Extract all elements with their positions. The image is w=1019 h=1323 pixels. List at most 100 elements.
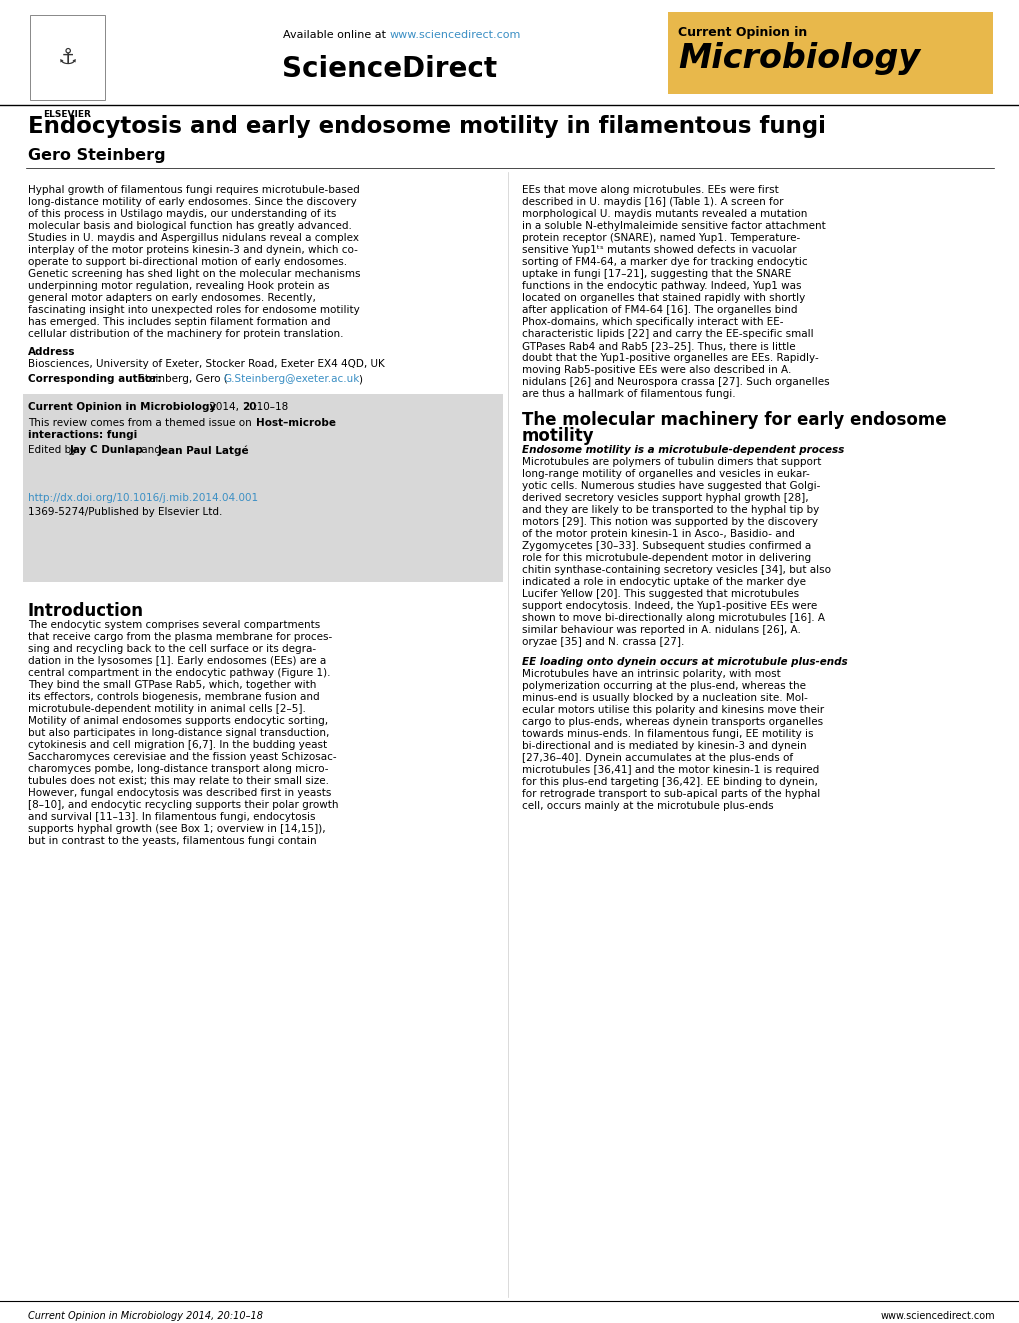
Text: ScienceDirect: ScienceDirect — [282, 56, 497, 83]
Text: similar behaviour was reported in A. nidulans [26], A.: similar behaviour was reported in A. nid… — [522, 624, 800, 635]
Text: [8–10], and endocytic recycling supports their polar growth: [8–10], and endocytic recycling supports… — [28, 800, 338, 810]
Text: ⚓: ⚓ — [57, 48, 77, 67]
Text: G.Steinberg@exeter.ac.uk: G.Steinberg@exeter.ac.uk — [223, 374, 359, 384]
Text: supports hyphal growth (see Box 1; overview in [14,15]),: supports hyphal growth (see Box 1; overv… — [28, 824, 325, 833]
Text: GTPases Rab4 and Rab5 [23–25]. Thus, there is little: GTPases Rab4 and Rab5 [23–25]. Thus, the… — [522, 341, 795, 351]
Text: ecular motors utilise this polarity and kinesins move their: ecular motors utilise this polarity and … — [522, 705, 823, 714]
Text: Phox-domains, which specifically interact with EE-: Phox-domains, which specifically interac… — [522, 318, 783, 327]
Text: Current Opinion in: Current Opinion in — [678, 26, 806, 38]
Text: Motility of animal endosomes supports endocytic sorting,: Motility of animal endosomes supports en… — [28, 716, 328, 726]
Text: This review comes from a themed issue on: This review comes from a themed issue on — [28, 418, 255, 429]
Text: Endocytosis and early endosome motility in filamentous fungi: Endocytosis and early endosome motility … — [28, 115, 825, 138]
Text: but also participates in long-distance signal transduction,: but also participates in long-distance s… — [28, 728, 329, 738]
Text: Hyphal growth of filamentous fungi requires microtubule-based: Hyphal growth of filamentous fungi requi… — [28, 185, 360, 194]
Text: Gero Steinberg: Gero Steinberg — [28, 148, 165, 163]
Text: :10–18: :10–18 — [254, 402, 289, 411]
Text: 2014,: 2014, — [206, 402, 243, 411]
Text: Zygomycetes [30–33]. Subsequent studies confirmed a: Zygomycetes [30–33]. Subsequent studies … — [522, 541, 810, 550]
Text: doubt that the Yup1-positive organelles are EEs. Rapidly-: doubt that the Yup1-positive organelles … — [522, 353, 818, 363]
Text: role for this microtubule-dependent motor in delivering: role for this microtubule-dependent moto… — [522, 553, 810, 564]
Text: and: and — [138, 445, 164, 455]
Text: yotic cells. Numerous studies have suggested that Golgi-: yotic cells. Numerous studies have sugge… — [522, 482, 819, 491]
Text: The molecular machinery for early endosome: The molecular machinery for early endoso… — [522, 411, 946, 429]
Text: Current Opinion in Microbiology: Current Opinion in Microbiology — [28, 402, 216, 411]
Text: www.sciencedirect.com: www.sciencedirect.com — [879, 1311, 994, 1320]
Text: and survival [11–13]. In filamentous fungi, endocytosis: and survival [11–13]. In filamentous fun… — [28, 812, 315, 822]
Text: Jean Paul Latgé: Jean Paul Latgé — [158, 445, 250, 455]
Text: EEs that move along microtubules. EEs were first: EEs that move along microtubules. EEs we… — [522, 185, 777, 194]
Text: of this process in Ustilago maydis, our understanding of its: of this process in Ustilago maydis, our … — [28, 209, 336, 220]
Text: its effectors, controls biogenesis, membrane fusion and: its effectors, controls biogenesis, memb… — [28, 692, 319, 703]
Text: general motor adapters on early endosomes. Recently,: general motor adapters on early endosome… — [28, 292, 316, 303]
Text: sing and recycling back to the cell surface or its degra-: sing and recycling back to the cell surf… — [28, 644, 316, 654]
Text: [27,36–40]. Dynein accumulates at the plus-ends of: [27,36–40]. Dynein accumulates at the pl… — [522, 753, 793, 763]
Text: interactions: fungi: interactions: fungi — [28, 430, 138, 441]
Text: are thus a hallmark of filamentous fungi.: are thus a hallmark of filamentous fungi… — [522, 389, 735, 400]
Text: polymerization occurring at the plus-end, whereas the: polymerization occurring at the plus-end… — [522, 681, 805, 691]
Text: for this plus-end targeting [36,42]. EE binding to dynein,: for this plus-end targeting [36,42]. EE … — [522, 777, 817, 787]
Text: Lucifer Yellow [20]. This suggested that microtubules: Lucifer Yellow [20]. This suggested that… — [522, 589, 798, 599]
Text: ): ) — [358, 374, 362, 384]
Text: derived secretory vesicles support hyphal growth [28],: derived secretory vesicles support hypha… — [522, 493, 808, 503]
Text: Biosciences, University of Exeter, Stocker Road, Exeter EX4 4QD, UK: Biosciences, University of Exeter, Stock… — [28, 359, 384, 369]
Text: microtubules [36,41] and the motor kinesin-1 is required: microtubules [36,41] and the motor kines… — [522, 765, 818, 775]
Text: but in contrast to the yeasts, filamentous fungi contain: but in contrast to the yeasts, filamento… — [28, 836, 316, 845]
Text: sensitive Yup1ᵗˢ mutants showed defects in vacuolar: sensitive Yup1ᵗˢ mutants showed defects … — [522, 245, 796, 255]
Text: minus-end is usually blocked by a nucleation site. Mol-: minus-end is usually blocked by a nuclea… — [522, 693, 807, 703]
Text: that receive cargo from the plasma membrane for proces-: that receive cargo from the plasma membr… — [28, 632, 332, 642]
Text: Microtubules have an intrinsic polarity, with most: Microtubules have an intrinsic polarity,… — [522, 669, 780, 679]
Text: Endosome motility is a microtubule-dependent process: Endosome motility is a microtubule-depen… — [522, 445, 844, 455]
Text: oryzae [35] and N. crassa [27].: oryzae [35] and N. crassa [27]. — [522, 636, 684, 647]
Text: Jay C Dunlap: Jay C Dunlap — [70, 445, 144, 455]
Text: Edited by: Edited by — [28, 445, 81, 455]
Text: functions in the endocytic pathway. Indeed, Yup1 was: functions in the endocytic pathway. Inde… — [522, 280, 801, 291]
Text: protein receptor (SNARE), named Yup1. Temperature-: protein receptor (SNARE), named Yup1. Te… — [522, 233, 800, 243]
FancyBboxPatch shape — [667, 12, 993, 94]
Text: motors [29]. This notion was supported by the discovery: motors [29]. This notion was supported b… — [522, 517, 817, 527]
Text: Studies in U. maydis and Aspergillus nidulans reveal a complex: Studies in U. maydis and Aspergillus nid… — [28, 233, 359, 243]
Text: bi-directional and is mediated by kinesin-3 and dynein: bi-directional and is mediated by kinesi… — [522, 741, 806, 751]
Text: 20: 20 — [242, 402, 256, 411]
Text: The endocytic system comprises several compartments: The endocytic system comprises several c… — [28, 620, 320, 630]
Text: long-distance motility of early endosomes. Since the discovery: long-distance motility of early endosome… — [28, 197, 357, 206]
Text: nidulans [26] and Neurospora crassa [27]. Such organelles: nidulans [26] and Neurospora crassa [27]… — [522, 377, 828, 388]
Text: www.sciencedirect.com: www.sciencedirect.com — [389, 30, 521, 40]
Text: Available online at: Available online at — [283, 30, 389, 40]
Text: central compartment in the endocytic pathway (Figure 1).: central compartment in the endocytic pat… — [28, 668, 330, 677]
Text: uptake in fungi [17–21], suggesting that the SNARE: uptake in fungi [17–21], suggesting that… — [522, 269, 791, 279]
Text: of the motor protein kinesin-1 in Asco-, Basidio- and: of the motor protein kinesin-1 in Asco-,… — [522, 529, 794, 538]
Text: Address: Address — [28, 347, 75, 357]
Text: cell, occurs mainly at the microtubule plus-ends: cell, occurs mainly at the microtubule p… — [522, 800, 772, 811]
Text: Genetic screening has shed light on the molecular mechanisms: Genetic screening has shed light on the … — [28, 269, 360, 279]
Text: Corresponding author:: Corresponding author: — [28, 374, 161, 384]
Text: long-range motility of organelles and vesicles in eukar-: long-range motility of organelles and ve… — [522, 468, 809, 479]
Text: Host–microbe: Host–microbe — [256, 418, 335, 429]
Text: molecular basis and biological function has greatly advanced.: molecular basis and biological function … — [28, 221, 352, 232]
Text: and they are likely to be transported to the hyphal tip by: and they are likely to be transported to… — [522, 505, 818, 515]
Text: microtubule-dependent motility in animal cells [2–5].: microtubule-dependent motility in animal… — [28, 704, 306, 714]
Text: sorting of FM4-64, a marker dye for tracking endocytic: sorting of FM4-64, a marker dye for trac… — [522, 257, 807, 267]
Text: cargo to plus-ends, whereas dynein transports organelles: cargo to plus-ends, whereas dynein trans… — [522, 717, 822, 728]
Text: towards minus-ends. In filamentous fungi, EE motility is: towards minus-ends. In filamentous fungi… — [522, 729, 813, 740]
Text: underpinning motor regulation, revealing Hook protein as: underpinning motor regulation, revealing… — [28, 280, 329, 291]
Text: cellular distribution of the machinery for protein translation.: cellular distribution of the machinery f… — [28, 329, 343, 339]
Text: Introduction: Introduction — [28, 602, 144, 620]
Text: dation in the lysosomes [1]. Early endosomes (EEs) are a: dation in the lysosomes [1]. Early endos… — [28, 656, 326, 665]
Text: cytokinesis and cell migration [6,7]. In the budding yeast: cytokinesis and cell migration [6,7]. In… — [28, 740, 327, 750]
Text: in a soluble N-ethylmaleimide sensitive factor attachment: in a soluble N-ethylmaleimide sensitive … — [522, 221, 825, 232]
Text: motility: motility — [522, 427, 594, 445]
FancyBboxPatch shape — [30, 15, 105, 101]
Text: morphological U. maydis mutants revealed a mutation: morphological U. maydis mutants revealed… — [522, 209, 807, 220]
Text: chitin synthase-containing secretory vesicles [34], but also: chitin synthase-containing secretory ves… — [522, 565, 830, 576]
Text: charomyces pombe, long-distance transport along micro-: charomyces pombe, long-distance transpor… — [28, 763, 328, 774]
Text: They bind the small GTPase Rab5, which, together with: They bind the small GTPase Rab5, which, … — [28, 680, 316, 691]
Text: 1369-5274/Published by Elsevier Ltd.: 1369-5274/Published by Elsevier Ltd. — [28, 507, 222, 517]
Text: EE loading onto dynein occurs at microtubule plus-ends: EE loading onto dynein occurs at microtu… — [522, 658, 847, 667]
Text: support endocytosis. Indeed, the Yup1-positive EEs were: support endocytosis. Indeed, the Yup1-po… — [522, 601, 816, 611]
Text: shown to move bi-directionally along microtubules [16]. A: shown to move bi-directionally along mic… — [522, 613, 824, 623]
Text: interplay of the motor proteins kinesin-3 and dynein, which co-: interplay of the motor proteins kinesin-… — [28, 245, 358, 255]
Text: after application of FM4-64 [16]. The organelles bind: after application of FM4-64 [16]. The or… — [522, 306, 797, 315]
Text: located on organelles that stained rapidly with shortly: located on organelles that stained rapid… — [522, 292, 804, 303]
Text: Current Opinion in Microbiology 2014, 20:10–18: Current Opinion in Microbiology 2014, 20… — [28, 1311, 263, 1320]
Text: Saccharomyces cerevisiae and the fission yeast Schizosac-: Saccharomyces cerevisiae and the fission… — [28, 751, 336, 762]
